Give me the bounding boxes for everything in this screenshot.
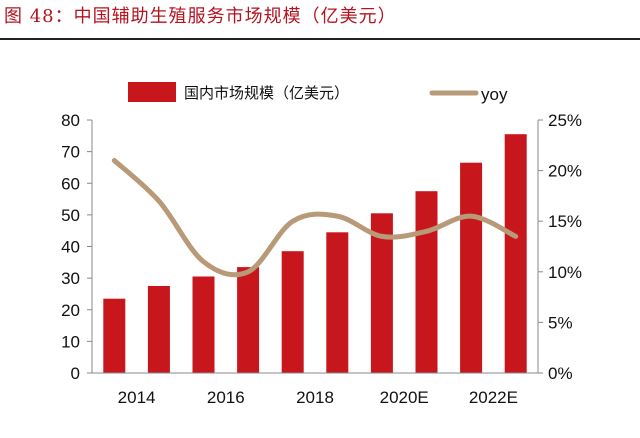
right-axis-tick-label: 5% <box>548 313 573 332</box>
title-divider <box>0 38 640 40</box>
left-axis-tick-label: 30 <box>61 269 80 288</box>
x-axis-tick-label: 2016 <box>207 388 245 407</box>
left-axis-tick-label: 80 <box>61 111 80 130</box>
right-axis-tick-label: 25% <box>548 111 582 130</box>
x-axis-tick-label: 2014 <box>118 388 156 407</box>
legend: 国内市场规模（亿美元） yoy <box>128 82 508 104</box>
left-axis-tick-label: 50 <box>61 206 80 225</box>
bar-2014 <box>103 298 126 373</box>
legend-line-label: yoy <box>481 85 508 104</box>
left-axis-tick-label: 0 <box>71 364 80 383</box>
left-axis-tick-label: 10 <box>61 332 80 351</box>
right-axis-tick-label: 10% <box>548 263 582 282</box>
left-axis-tick-label: 60 <box>61 174 80 193</box>
figure-title: 图 48：中国辅助生殖服务市场规模（亿美元） <box>4 6 397 27</box>
bar-2018 <box>281 251 304 373</box>
x-axis-tick-label: 2018 <box>296 388 334 407</box>
right-axis-tick-label: 20% <box>548 162 582 181</box>
legend-bar-swatch <box>128 82 176 102</box>
tick-labels: 0 10 20 30 40 50 60 70 80 0% 5% 10% 15% 20% 25% 2014 201… <box>61 111 582 407</box>
x-axis-tick-label: 2020E <box>380 388 429 407</box>
yoy-line <box>111 158 519 278</box>
right-axis-tick-label: 0% <box>548 364 573 383</box>
bar-2015 <box>147 286 170 373</box>
left-axis-tick-label: 40 <box>61 238 80 257</box>
bar-2017 <box>237 267 260 373</box>
bar-2021E <box>415 191 438 373</box>
bar-2022E <box>460 162 483 373</box>
bar-2020E <box>370 213 393 373</box>
bar-2019 <box>326 232 349 373</box>
x-axis-tick-label: 2022E <box>469 388 518 407</box>
left-axis-tick-label: 20 <box>61 301 80 320</box>
axes <box>87 119 543 374</box>
right-axis-tick-label: 15% <box>548 212 582 231</box>
bar-series <box>103 134 527 373</box>
bar-2023E <box>504 134 527 373</box>
legend-bar-label: 国内市场规模（亿美元） <box>184 84 349 102</box>
bar-2016 <box>192 276 215 373</box>
left-axis-tick-label: 70 <box>61 143 80 162</box>
